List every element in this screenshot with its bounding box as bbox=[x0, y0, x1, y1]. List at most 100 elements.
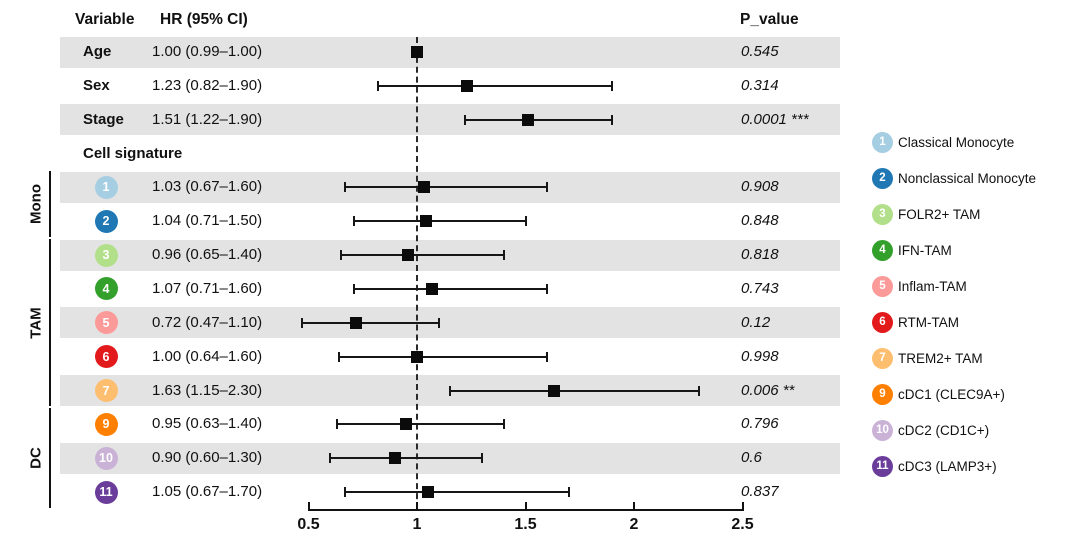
legend-color-badge: 2 bbox=[872, 167, 893, 189]
hr-ci-text: 1.03 (0.67–1.60) bbox=[152, 178, 263, 196]
cell-number-badge: 1 bbox=[94, 175, 118, 199]
ci-cap-right bbox=[502, 419, 505, 430]
ci-line bbox=[341, 254, 504, 257]
x-axis-tick bbox=[741, 502, 744, 511]
legend-label: cDC1 (CLEC9A+) bbox=[898, 386, 1005, 402]
hr-ci-text: 1.51 (1.22–1.90) bbox=[152, 110, 263, 128]
hr-marker bbox=[411, 46, 423, 58]
row-label: Sex bbox=[83, 76, 110, 94]
ci-cap-right bbox=[546, 182, 549, 193]
column-header-pvalue: P_value bbox=[740, 11, 799, 28]
hr-ci-text: 1.00 (0.64–1.60) bbox=[152, 347, 263, 365]
hr-marker bbox=[521, 113, 534, 126]
hr-ci-text: 0.95 (0.63–1.40) bbox=[152, 415, 263, 433]
ci-cap-left bbox=[376, 80, 379, 91]
p-value-text: 0.545 bbox=[741, 43, 779, 60]
cell-number-badge: 11 bbox=[94, 480, 118, 504]
ci-cap-right bbox=[524, 216, 527, 227]
ci-cap-left bbox=[344, 182, 347, 193]
hr-marker bbox=[547, 384, 560, 397]
ci-cap-right bbox=[611, 80, 614, 91]
cell-number-badge: 10 bbox=[94, 446, 118, 470]
p-value-text: 0.908 bbox=[741, 178, 779, 196]
legend-label: IFN-TAM bbox=[898, 242, 952, 258]
legend-label: Inflam-TAM bbox=[898, 278, 967, 294]
legend-color-badge: 4 bbox=[872, 239, 893, 261]
legend-color-badge: 6 bbox=[872, 311, 893, 333]
group-bracket-line bbox=[49, 239, 51, 407]
p-value-text: 0.998 bbox=[741, 347, 779, 365]
x-axis-tick bbox=[524, 502, 527, 511]
legend-color-badge: 10 bbox=[872, 419, 893, 441]
group-label: DC bbox=[27, 447, 45, 470]
row-band bbox=[60, 36, 840, 68]
p-value-text: 0.743 bbox=[741, 279, 779, 297]
p-value-text: 0.0001 *** bbox=[741, 110, 809, 128]
hr-ci-text: 0.90 (0.60–1.30) bbox=[152, 449, 263, 467]
p-value-text: 0.006 ** bbox=[741, 381, 795, 399]
ci-cap-left bbox=[300, 317, 303, 328]
ci-line bbox=[464, 118, 613, 121]
legend-color-badge: 1 bbox=[872, 131, 893, 153]
row-band bbox=[60, 104, 840, 136]
cell-number-badge: 7 bbox=[94, 379, 118, 402]
ci-cap-right bbox=[546, 351, 549, 362]
legend-color-badge: 11 bbox=[872, 455, 893, 477]
ci-line bbox=[377, 84, 613, 87]
hr-marker bbox=[400, 418, 413, 431]
hr-marker bbox=[460, 79, 473, 92]
hr-marker bbox=[389, 452, 402, 465]
group-bracket-line bbox=[49, 408, 51, 509]
hr-ci-text: 1.63 (1.15–2.30) bbox=[152, 381, 263, 399]
legend-color-badge: 9 bbox=[872, 383, 893, 405]
ci-cap-left bbox=[463, 114, 466, 125]
cell-number-badge: 4 bbox=[94, 277, 118, 301]
ci-cap-left bbox=[335, 419, 338, 430]
reference-line bbox=[416, 37, 418, 509]
x-axis-tick bbox=[307, 502, 310, 511]
column-header-variable: Variable bbox=[75, 11, 135, 28]
hr-marker bbox=[411, 350, 423, 363]
ci-cap-left bbox=[337, 351, 340, 362]
ci-line bbox=[330, 457, 483, 460]
x-axis-tick-label: 1 bbox=[412, 516, 422, 533]
hr-ci-text: 0.72 (0.47–1.10) bbox=[152, 313, 263, 331]
hr-ci-text: 1.05 (0.67–1.70) bbox=[152, 483, 263, 501]
legend-label: FOLR2+ TAM bbox=[898, 206, 981, 222]
ci-line bbox=[354, 287, 548, 290]
x-axis-tick-label: 0.5 bbox=[297, 516, 320, 533]
x-axis-tick-label: 2.5 bbox=[731, 516, 754, 533]
hr-marker bbox=[402, 249, 415, 262]
hr-ci-text: 0.96 (0.65–1.40) bbox=[152, 246, 263, 264]
ci-line bbox=[345, 491, 569, 494]
ci-cap-right bbox=[437, 317, 440, 328]
x-axis-tick bbox=[416, 502, 418, 511]
ci-line bbox=[301, 321, 439, 324]
ci-cap-right bbox=[546, 283, 549, 294]
ci-cap-left bbox=[329, 453, 332, 464]
ci-cap-right bbox=[567, 487, 570, 498]
cell-number-badge: 6 bbox=[94, 345, 118, 369]
ci-cap-left bbox=[344, 487, 347, 498]
column-header-hr-ci: HR (95% CI) bbox=[160, 11, 248, 28]
ci-cap-left bbox=[353, 216, 356, 227]
x-axis-tick-label: 1.5 bbox=[514, 516, 537, 533]
ci-line bbox=[449, 389, 700, 392]
cell-number-badge: 5 bbox=[94, 311, 118, 335]
row-label: Age bbox=[83, 43, 112, 60]
ci-cap-right bbox=[611, 114, 614, 125]
ci-cap-right bbox=[502, 250, 505, 261]
cell-number-badge: 3 bbox=[94, 243, 118, 267]
ci-line bbox=[336, 423, 504, 426]
cell-number-badge: 2 bbox=[94, 209, 118, 233]
ci-cap-left bbox=[353, 283, 356, 294]
group-label: TAM bbox=[27, 307, 45, 339]
hr-ci-text: 1.00 (0.99–1.00) bbox=[152, 43, 263, 60]
legend-color-badge: 3 bbox=[872, 203, 893, 225]
legend-color-badge: 7 bbox=[872, 347, 893, 369]
legend-label: cDC2 (CD1C+) bbox=[898, 422, 990, 438]
legend-label: Nonclassical Monocyte bbox=[898, 170, 1037, 186]
hr-ci-text: 1.23 (0.82–1.90) bbox=[152, 76, 263, 94]
hr-marker bbox=[350, 316, 363, 329]
ci-cap-right bbox=[481, 453, 484, 464]
